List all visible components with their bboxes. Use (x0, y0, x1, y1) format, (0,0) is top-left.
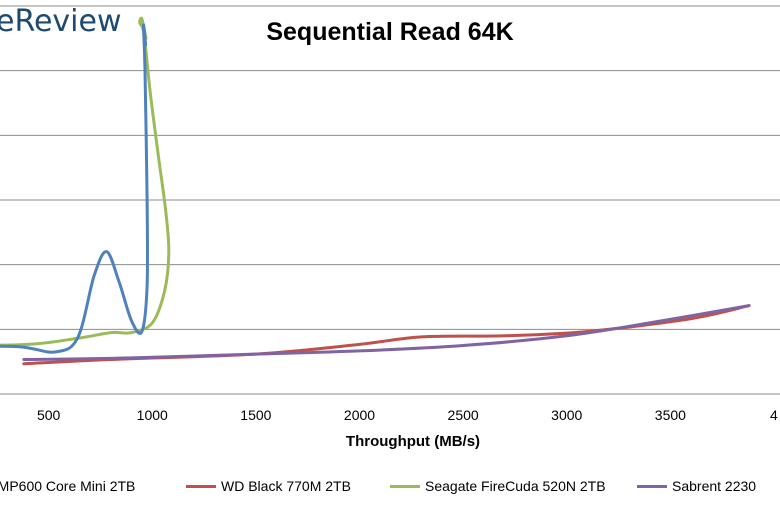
legend-swatch-series-2 (186, 484, 216, 488)
x-tick-label: 1500 (240, 407, 271, 423)
x-tick-label: 1000 (137, 407, 168, 423)
legend-item-series-3: Seagate FireCuda 520N 2TB (390, 478, 606, 494)
legend-label-series-4: Sabrent 2230 (672, 478, 757, 494)
legend-item-series-4: Sabrent 2230 (637, 478, 756, 494)
x-tick-label: 3000 (551, 407, 582, 423)
site-logo: eReview (0, 4, 122, 39)
legend-label-series-3: Seagate FireCuda 520N 2TB (425, 478, 606, 494)
x-tick-label: 500 (37, 407, 61, 423)
legend-swatch-series-4 (637, 484, 667, 488)
legend-label-series-2: WD Black 770M 2TB (221, 478, 351, 494)
chart-legend: ir MP600 Core Mini 2TB WD Black 770M 2TB… (0, 478, 780, 502)
legend-swatch-series-3 (390, 484, 420, 488)
series-line-2 (22, 304, 751, 366)
series-line-3 (0, 16, 171, 347)
chart-title: Sequential Read 64K (266, 18, 514, 46)
legend-item-series-1: ir MP600 Core Mini 2TB (0, 478, 135, 494)
x-axis-label: Throughput (MB/s) (346, 433, 480, 450)
series-line-4 (22, 304, 751, 361)
legend-label-series-1: ir MP600 Core Mini 2TB (0, 478, 136, 494)
x-tick-label: 3500 (655, 407, 686, 423)
legend-item-series-2: WD Black 770M 2TB (186, 478, 351, 494)
x-tick-label: 4 (770, 407, 778, 423)
x-tick-label: 2000 (344, 407, 375, 423)
x-tick-label: 2500 (448, 407, 479, 423)
gridlines (0, 5, 780, 330)
series-line-1 (0, 23, 150, 354)
